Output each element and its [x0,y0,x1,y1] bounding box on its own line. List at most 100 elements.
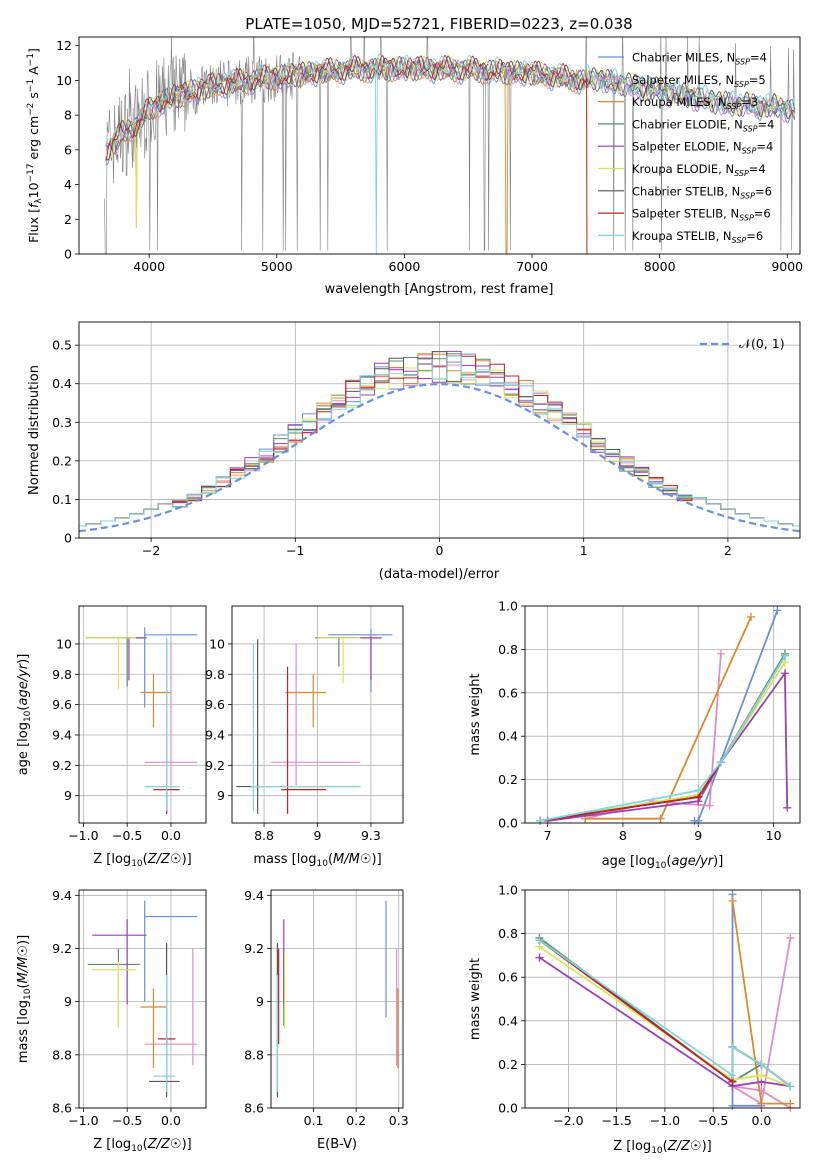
x-tick-label: −1.5 [601,1113,631,1128]
y-tick-label: 10 [209,636,225,651]
weight-marker [694,786,703,795]
weight-series [536,651,789,825]
weight-marker [705,801,714,810]
chart-mass-vs-Z: −1.0 −0.5 0.0 8.6 8.8 9 9.2 9.4 Z [log10(Z/Z☉)] m… [16,888,207,1154]
error-bar-point [140,674,171,728]
legend-label: Salpeter MILES, NSSP=5 [632,73,766,89]
x-tick-label: 2 [724,543,732,558]
x-tick-label: −1.0 [68,1113,98,1128]
histogram-steps [79,350,800,533]
weight-line [539,956,791,1088]
model-spectrum [105,55,796,161]
histogram-series [79,353,800,527]
x-tick-label: −2 [142,543,160,558]
x-tick-label: 7000 [516,259,548,274]
y-axis-label: age [log10(age/yr)] [16,654,33,776]
x-tick-label: 0.0 [161,828,181,843]
weight-marker [757,1099,766,1108]
y-tick-label: 9.4 [244,888,264,903]
y-tick-label: 0.0 [498,816,518,831]
error-bar-point [236,639,361,814]
x-tick-label: 0.0 [161,1113,181,1128]
y-tick-label: 9.8 [205,667,225,682]
weight-marker [656,814,665,823]
y-tick-label: 9.2 [205,758,225,773]
chart-weight-vs-Z: −2.0 −1.5 −1.0 −0.5 0.0 0.0 0.2 0.4 0.6 0.8 1.0 Z [… [468,883,801,1156]
weight-series [536,651,789,825]
error-bar-point [144,627,198,708]
x-tick-label: 1 [580,543,588,558]
x-tick-label: −2.0 [553,1113,583,1128]
x-tick-label: 9 [694,828,702,843]
y-tick-label: 9 [64,994,72,1009]
y-tick-label: 9.4 [52,888,72,903]
chart-age-vs-mass: 8.8 9 9.3 9 9.2 9.4 9.6 9.8 10 mass [log10(M/M☉)] [205,605,404,869]
x-tick-label: 10 [766,828,782,843]
x-tick-label: 0.2 [346,1113,366,1128]
chart-residuals: −2 −1 0 1 2 0 0.1 0.2 0.3 0.4 0.5 𝒩(0, 1) (data-mode… [27,321,801,582]
y-tick-label: 4 [64,177,72,192]
weight-marker [728,896,737,905]
y-tick-label: 0 [64,247,72,262]
weight-marker [780,651,789,660]
y-tick-label: 9 [256,994,264,1009]
y-tick-label: 8.8 [244,1047,264,1062]
chart-age-vs-Z: −1.0 −0.5 0.0 9 9.2 9.4 9.6 9.8 10 Z [log10(Z/Z☉)… [16,605,207,869]
x-tick-label: 0.0 [751,1113,771,1128]
y-tick-label: 9.6 [52,697,72,712]
axes-frame [231,605,404,824]
y-tick-label: 9.4 [52,727,72,742]
y-tick-label: 10 [56,636,72,651]
y-tick-label: 0.4 [498,729,518,744]
legend-label: Salpeter ELODIE, NSSP=4 [632,140,773,156]
weight-marker [716,649,725,658]
y-tick-label: 0.0 [498,1101,518,1116]
y-tick-label: 1.0 [498,599,518,614]
y-tick-label: 9.2 [244,941,264,956]
weight-marker [773,606,782,615]
y-tick-label: 0.6 [498,685,518,700]
weight-marker [786,1099,795,1108]
weight-marker [786,933,795,942]
y-tick-label: 10 [56,73,72,88]
y-tick-label: 1.0 [498,883,518,898]
error-bar-point [144,637,180,811]
legend-label: Kroupa STELIB, NSSP=6 [632,229,763,245]
y-tick-label: 9.4 [205,727,225,742]
spectrum-legend: Chabrier MILES, NSSP=4 Salpeter MILES, NS… [598,51,774,245]
y-tick-label: 0.3 [52,415,72,430]
y-tick-label: 0.5 [52,338,72,353]
y-tick-label: 0.8 [498,926,518,941]
spectrum-lines [104,37,796,254]
axes-frame [270,889,404,1109]
x-tick-label: −0.5 [112,828,142,843]
y-axis-label: Flux [fλ10−17 erg cm−2 s−1 A−1] [26,48,44,243]
y-axis-label: Normed distribution [27,365,42,495]
y-tick-label: 9.6 [205,697,225,712]
error-bar-point [285,674,327,728]
weight-marker [536,816,545,825]
x-tick-label: 8000 [644,259,676,274]
error-bar-point [92,919,147,1005]
axes-frame [78,889,207,1109]
weight-line [539,655,786,822]
model-spectrum [105,54,588,254]
legend-label: Chabrier ELODIE, NSSP=4 [632,117,774,133]
error-bar-point [251,643,361,811]
weight-marker [694,816,703,825]
y-tick-label: 0.6 [498,970,518,985]
weight-line [539,653,786,822]
axes-frame [524,605,801,824]
weight-marker [780,669,789,678]
chart-spectrum: 4000 5000 6000 7000 8000 9000 0 2 4 6 8 10 12 wavelen… [26,36,803,297]
weight-line [547,670,789,822]
x-tick-label: 7 [544,828,552,843]
x-tick-label: 9000 [771,259,803,274]
y-tick-label: 9.2 [52,758,72,773]
weight-marker [757,1071,766,1080]
error-bars [276,900,399,1098]
legend-label: Kroupa ELODIE, NSSP=4 [632,162,766,178]
legend-label: Kroupa MILES, NSSP=3 [632,95,758,111]
x-tick-label: 6000 [389,259,421,274]
